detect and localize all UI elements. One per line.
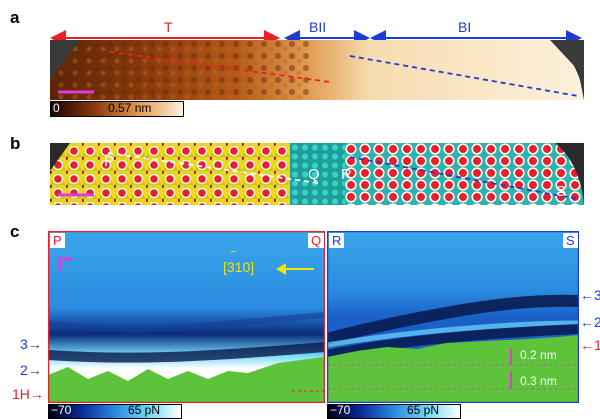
panel-c-force-map-right [327, 231, 579, 403]
left-marker-1h: 1H→ [12, 386, 44, 402]
corner-s-label: S [563, 233, 578, 248]
height-label-0-3nm: 0.3 nm [520, 374, 557, 388]
colorbar-a-max: 0.57 nm [108, 101, 152, 115]
panel-a-region-arrows [50, 30, 582, 46]
right-marker-3: ←3 [580, 287, 600, 303]
region-bii-label: BII [309, 19, 327, 35]
point-p-label: P [104, 153, 115, 170]
panel-a-label: a [10, 8, 20, 27]
direction-overbar: ‾ [231, 249, 236, 265]
colorbar-c-right-min: −70 [330, 403, 351, 417]
panel-a-colorbar [50, 101, 184, 117]
right-marker-2: ←2 [580, 314, 600, 330]
direction-arrow-icon [276, 263, 314, 275]
corner-q-label: Q [308, 233, 325, 248]
direction-text: [310] [223, 259, 255, 275]
colorbar-c-left-max: 65 pN [128, 403, 161, 417]
colorbar-c-left-min: −70 [51, 403, 72, 417]
panel-b-model-image [50, 143, 584, 205]
corner-p-label: P [50, 233, 65, 248]
region-bi-label: BI [458, 19, 472, 35]
colorbar-c-right-max: 65 pN [407, 403, 440, 417]
left-marker-3: 3→ [20, 336, 42, 352]
panel-a-topography-image [50, 40, 584, 100]
height-label-0-2nm: 0.2 nm [520, 348, 557, 362]
panel-c-label: c [10, 222, 20, 241]
point-s-label: S [556, 183, 567, 200]
point-q-label: Q [308, 166, 320, 183]
colorbar-a-min: 0 [53, 101, 60, 115]
left-marker-2: 2→ [20, 362, 42, 378]
corner-r-label: R [329, 233, 345, 248]
panel-c-force-map-left [48, 231, 325, 403]
panel-b-label: b [10, 134, 21, 153]
point-r-label: R [341, 166, 352, 183]
right-marker-1: ←1 [580, 337, 600, 353]
direction-label: ‾ [310] [223, 249, 255, 275]
region-t-label: T [164, 19, 173, 35]
